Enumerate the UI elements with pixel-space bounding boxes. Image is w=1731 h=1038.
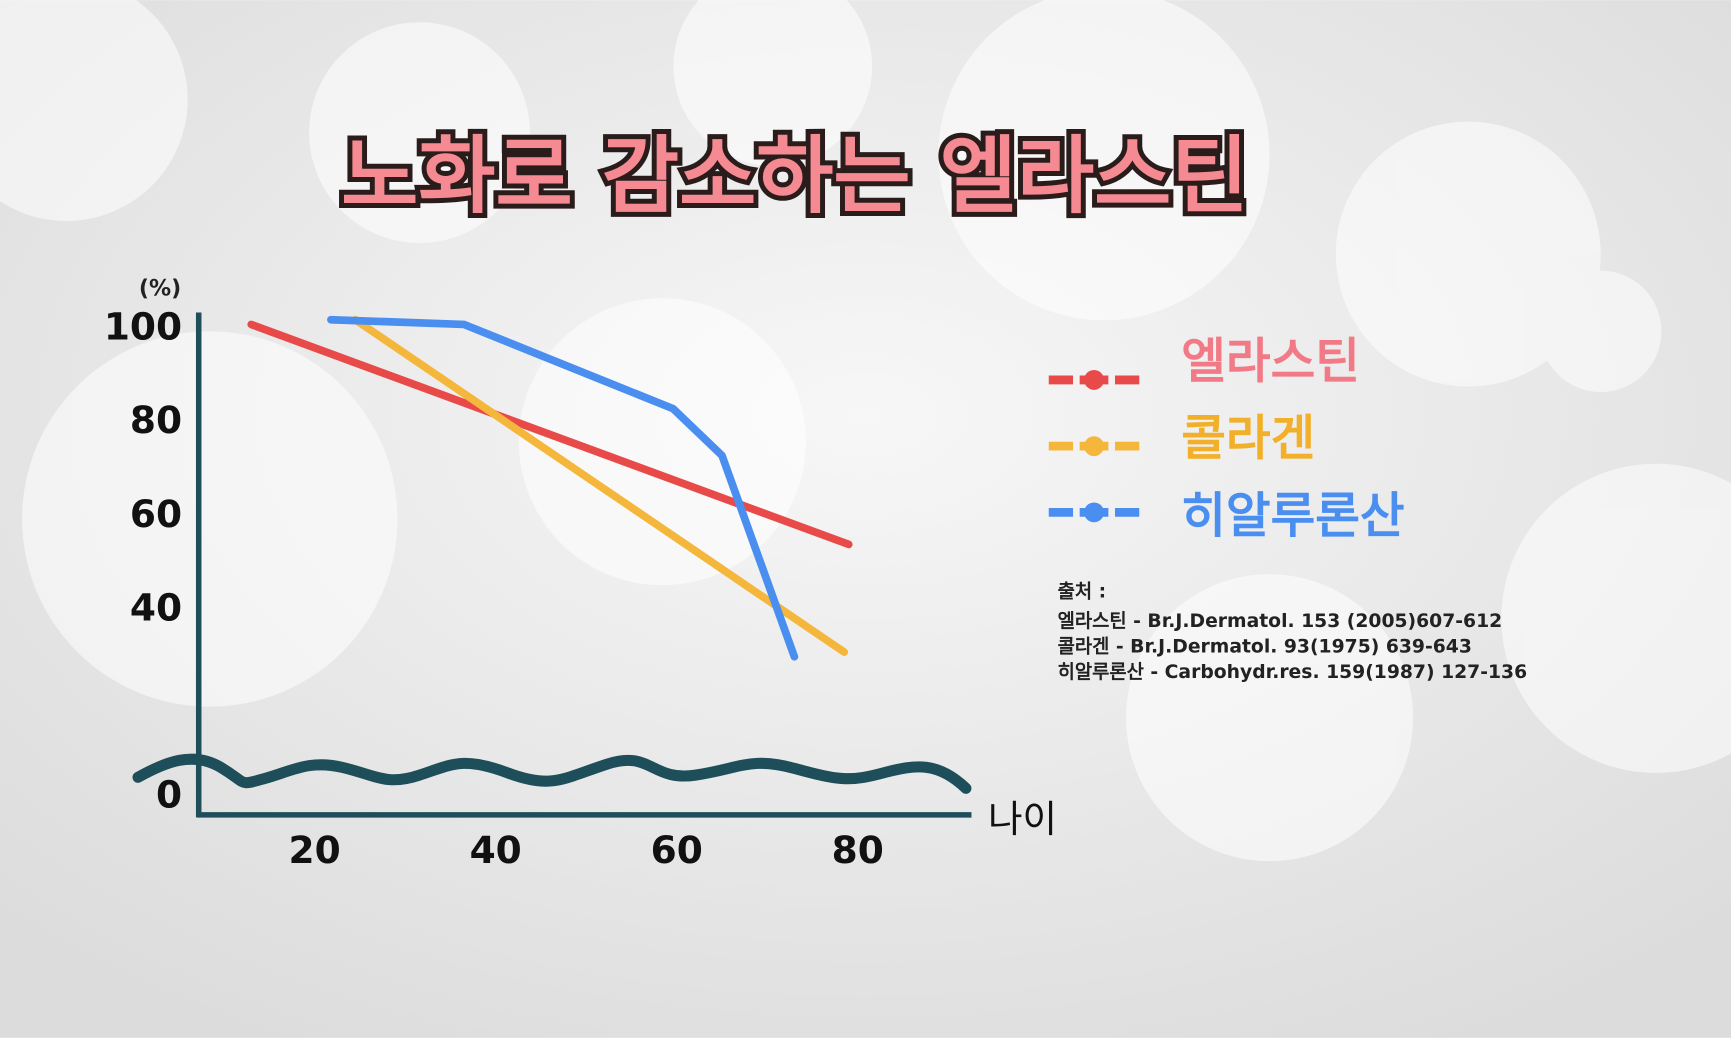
x-axis-label: 나이: [988, 797, 1057, 841]
legend-dot: [1084, 502, 1104, 523]
y-tick-label: 80: [130, 398, 182, 442]
x-tick-label: 80: [832, 828, 884, 872]
legend-dot: [1084, 436, 1104, 457]
series-line: [247, 320, 853, 549]
y-tick-label: 0: [156, 773, 182, 817]
legend-label: 엘라스틴: [1181, 333, 1360, 389]
source-line: 히알루론산 - Carbohydr.res. 159(1987) 127-136: [1058, 661, 1528, 683]
y-tick-label: 100: [104, 305, 182, 349]
series-line: [351, 315, 849, 656]
axis-break-wave: [132, 753, 972, 794]
bokeh: [0, 0, 1731, 861]
source-line: 콜라겐 - Br.J.Dermatol. 93(1975) 639-643: [1058, 636, 1472, 658]
chart-title: 노화로 감소하는 엘라스틴: [341, 127, 1248, 225]
y-tick-label: 40: [130, 585, 182, 629]
legend-dot: [1084, 369, 1104, 390]
y-tick-label: 60: [130, 492, 182, 536]
source-title: 출처 :: [1058, 580, 1107, 602]
source-line: 엘라스틴 - Br.J.Dermatol. 153 (2005)607-612: [1058, 610, 1503, 632]
series-line: [327, 315, 799, 661]
y-axis-label: (%): [139, 276, 181, 301]
x-tick-label: 40: [470, 828, 522, 872]
legend-label: 히알루론산: [1181, 488, 1404, 544]
legend-label: 콜라겐: [1181, 411, 1315, 467]
x-tick-label: 60: [651, 828, 703, 872]
x-tick-label: 20: [289, 828, 341, 872]
